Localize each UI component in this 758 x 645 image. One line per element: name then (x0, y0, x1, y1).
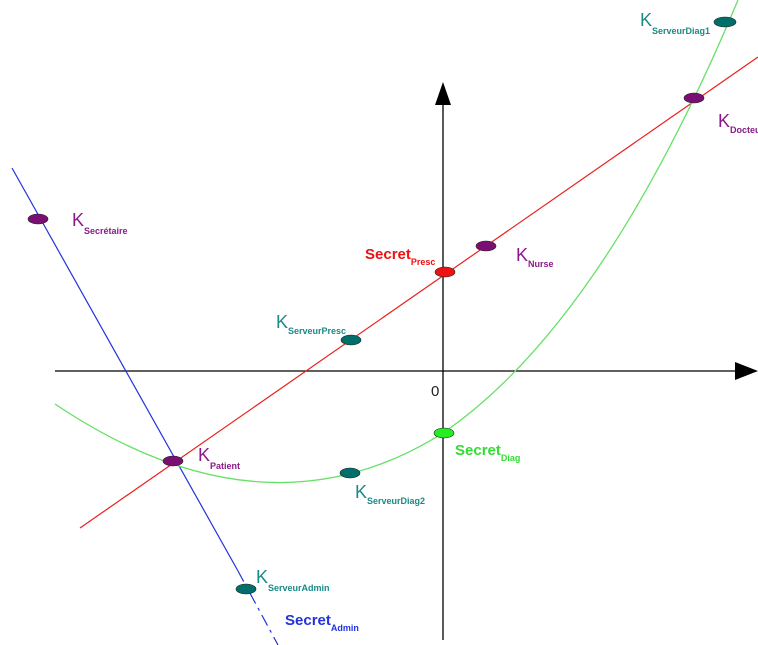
secret-diag-label: SecretDiag (455, 442, 520, 463)
k-serveur-admin-label: KServeurAdmin (256, 567, 330, 593)
presc-line (79, 56, 758, 529)
y-axis-arrow (435, 82, 451, 105)
k-secretaire-point (27, 213, 49, 225)
k-patient-point (162, 455, 184, 467)
secret-presc-label: SecretPresc (365, 246, 435, 267)
k-secretaire-label: KSecrétaire (72, 210, 128, 236)
x-axis-arrow (735, 362, 758, 380)
secret-admin-label: SecretAdmin (285, 612, 359, 633)
origin-label: 0 (431, 383, 439, 400)
k-patient-label: KPatient (198, 445, 240, 471)
k-serveur-presc-label: KServeurPresc (276, 312, 346, 336)
admin-line-dashed (237, 570, 279, 645)
diag-curve (54, 0, 739, 484)
k-serveur-diag1-point (713, 16, 737, 28)
secret-presc-point (434, 266, 456, 278)
k-serveur-presc-point (340, 334, 362, 346)
k-serveur-diag1-label: KServeurDiag1 (640, 10, 710, 36)
k-docteur-point (683, 92, 705, 104)
k-nurse-point (475, 240, 497, 252)
k-serveur-diag2-point (339, 467, 361, 479)
k-docteur-label: KDocteur (718, 111, 758, 135)
k-serveur-admin-point (235, 583, 257, 595)
k-serveur-diag2-label: KServeurDiag2 (355, 482, 425, 506)
secret-diag-point (433, 427, 455, 439)
k-nurse-label: KNurse (516, 245, 554, 269)
admin-line (11, 167, 239, 572)
